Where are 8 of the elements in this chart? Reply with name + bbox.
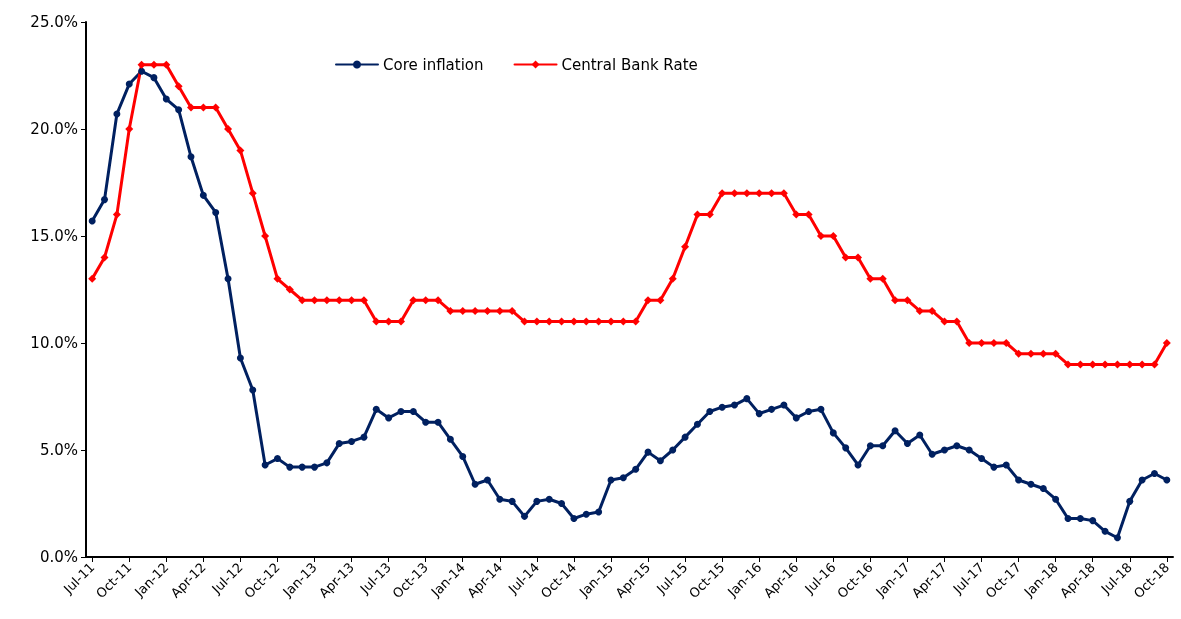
y-tick-label: 5.0%	[39, 441, 78, 459]
y-tick-label: 15.0%	[30, 227, 78, 245]
legend-label: Core inflation	[383, 55, 484, 74]
y-tick-label: 20.0%	[30, 120, 78, 138]
y-tick-label: 0.0%	[39, 548, 78, 566]
legend-label: Central Bank Rate	[561, 55, 698, 74]
y-tick-label: 10.0%	[30, 334, 78, 352]
y-tick-label: 25.0%	[30, 13, 78, 31]
